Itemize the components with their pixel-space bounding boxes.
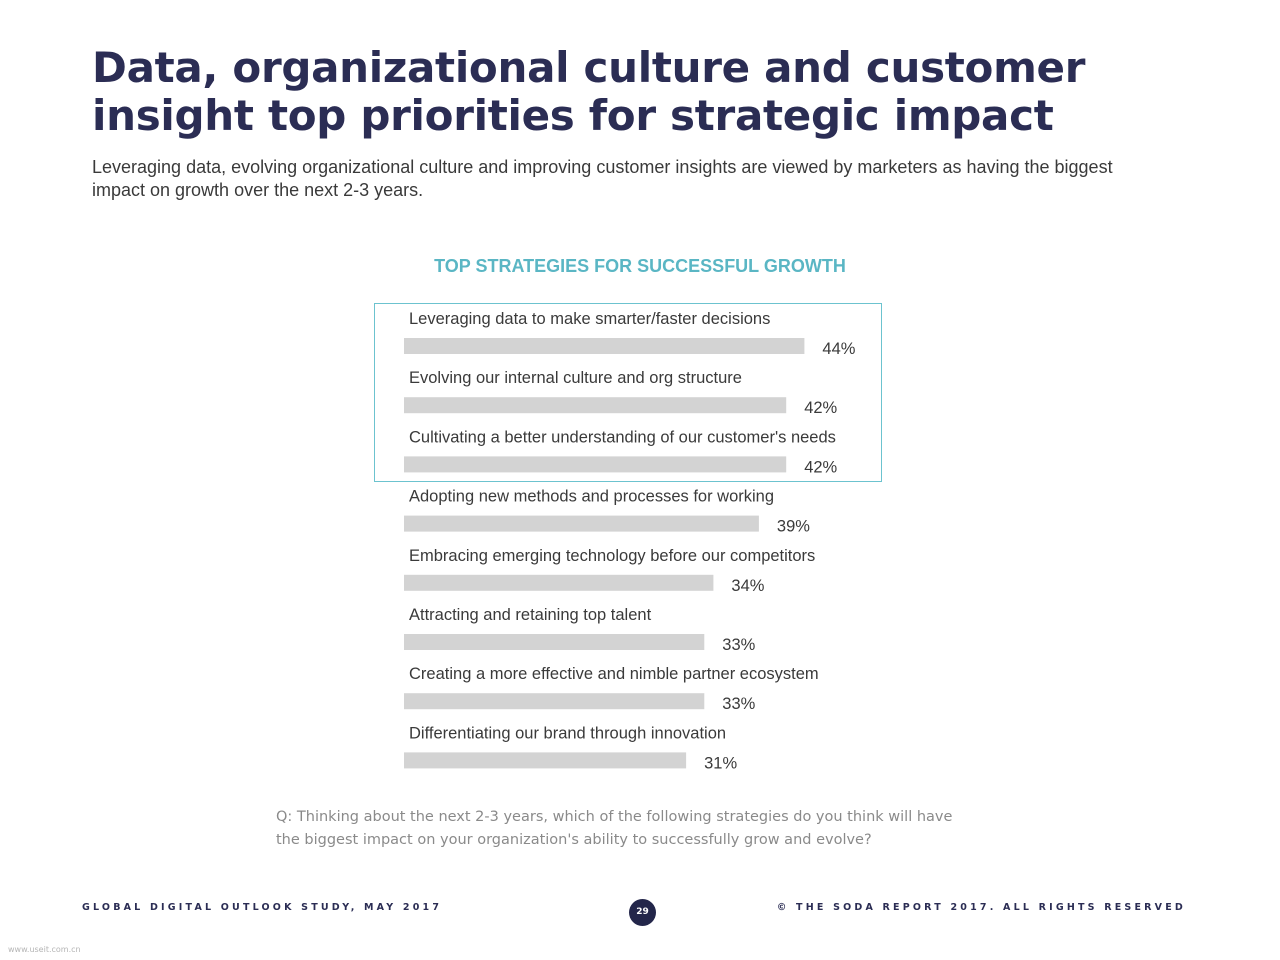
page-title: Data, organizational culture and custome… (92, 43, 1086, 140)
footer-copyright: © THE SODA REPORT 2017. ALL RIGHTS RESER… (776, 902, 1186, 913)
value-label: 39% (777, 518, 810, 536)
watermark-text: www.useit.com.cn (8, 945, 81, 954)
value-label: 34% (731, 577, 764, 595)
page-number-badge: 29 (629, 899, 656, 926)
page-subtitle: Leveraging data, evolving organizational… (92, 157, 1113, 200)
category-label: Differentiating our brand through innova… (409, 724, 726, 742)
bar (404, 515, 759, 532)
value-label: 31% (704, 754, 737, 772)
category-label: Attracting and retaining top talent (409, 606, 652, 624)
chart-title: TOP STRATEGIES FOR SUCCESSFUL GROWTH (434, 256, 846, 276)
category-label: Embracing emerging technology before our… (409, 547, 815, 565)
footer-study-name: GLOBAL DIGITAL OUTLOOK STUDY, MAY 2017 (82, 902, 443, 913)
category-label: Creating a more effective and nimble par… (409, 665, 819, 683)
bar (404, 634, 705, 650)
top-strategies-highlight-box (374, 303, 882, 482)
bar (404, 574, 714, 591)
bar (404, 693, 705, 710)
value-label: 33% (722, 636, 755, 654)
category-label: Adopting new methods and processes for w… (409, 488, 774, 506)
survey-question: Q: Thinking about the next 2-3 years, wh… (276, 809, 953, 848)
bar (404, 752, 687, 769)
value-label: 33% (722, 695, 755, 713)
